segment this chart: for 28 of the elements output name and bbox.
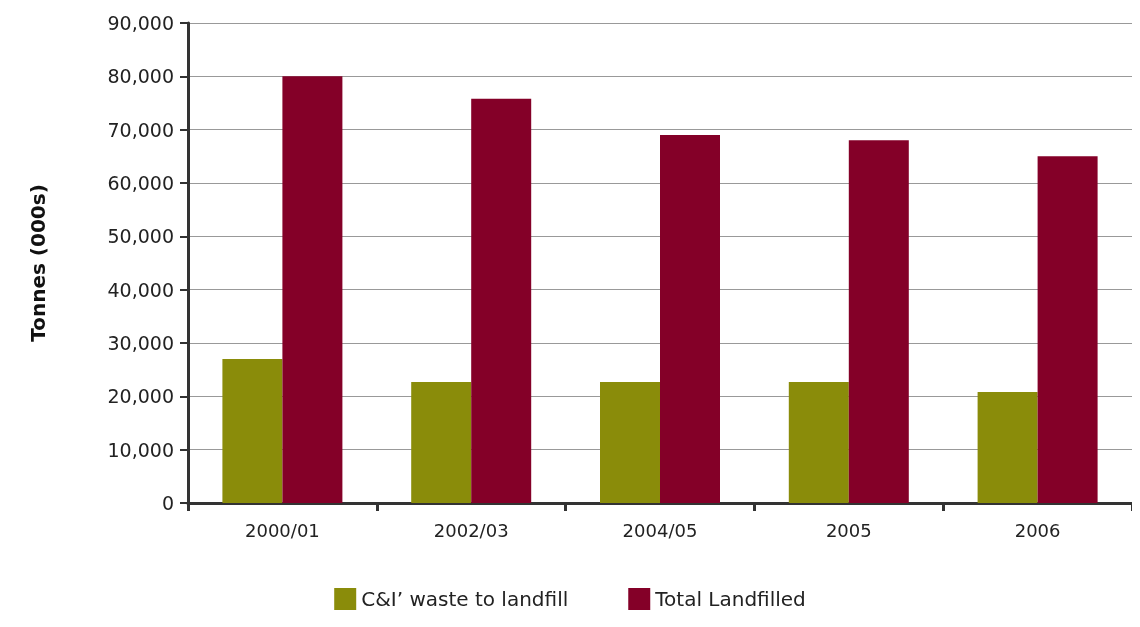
bar (848, 140, 909, 503)
bar (600, 381, 660, 503)
x-tick-label: 2002/03 (433, 519, 509, 541)
bar (222, 359, 283, 503)
bar (660, 135, 720, 503)
x-tick-label: 2006 (1014, 519, 1061, 541)
y-tick-label: 50,000 (107, 225, 174, 248)
y-tick-label: 80,000 (107, 65, 174, 88)
bar (411, 381, 472, 503)
y-tick-label: 60,000 (107, 172, 174, 194)
y-tick-label: 10,000 (107, 438, 174, 461)
x-tick-label: 2005 (825, 519, 872, 541)
bar (471, 98, 532, 503)
y-tick-label: 0 (161, 492, 174, 514)
y-tick-label: 70,000 (107, 118, 174, 141)
x-tick-label: 2000/01 (245, 519, 320, 541)
y-tick-label: 20,000 (107, 385, 174, 408)
y-tick-label: 90,000 (107, 12, 174, 34)
bar (1037, 156, 1098, 503)
bar (282, 76, 343, 503)
y-axis-title: Tonnes (000s) (26, 184, 50, 342)
legend-label: C&I’ waste to landfill (361, 587, 569, 611)
bar (977, 392, 1038, 503)
y-tick-label: 30,000 (107, 332, 174, 354)
legend-label: Total Landfilled (654, 587, 806, 611)
bar (788, 381, 849, 503)
x-tick-label: 2004/05 (622, 519, 698, 541)
y-tick-label: 40,000 (107, 278, 174, 301)
